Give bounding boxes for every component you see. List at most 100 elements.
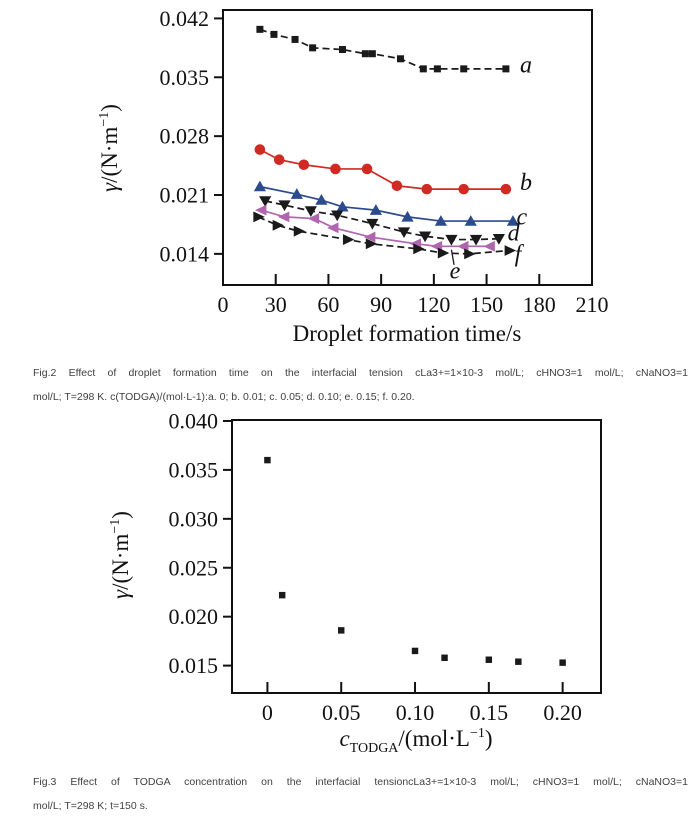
marker-square — [433, 65, 441, 73]
series-label-leader — [450, 249, 455, 265]
x-tick-label: 30 — [265, 292, 287, 317]
marker-triangle-up — [464, 215, 477, 226]
marker-triangle-left — [277, 211, 290, 223]
marker-triangle-left — [457, 240, 469, 252]
marker-triangle-right — [504, 245, 517, 256]
marker-triangle-up — [506, 215, 520, 226]
fig2-caption-line2: mol/L; T=298 K. c(TODGA)/(mol·L-1):a. 0;… — [33, 391, 415, 403]
y-tick-label: 0.015 — [169, 653, 219, 678]
marker-triangle-left — [483, 240, 495, 252]
marker-square — [396, 55, 404, 63]
marker-triangle-left — [327, 222, 339, 234]
marker-triangle-down — [445, 234, 458, 246]
y-tick-label: 0.040 — [169, 408, 219, 433]
marker-circle — [421, 183, 433, 195]
fig2-caption-line1: Fig.2 Effect of droplet formation time o… — [33, 367, 688, 379]
marker-triangle-down — [331, 210, 344, 222]
y-tick-label: 0.035 — [169, 457, 219, 482]
y-axis-label: γ/(N·m−1) — [108, 511, 133, 599]
marker-square — [338, 627, 345, 634]
marker-square — [291, 35, 299, 43]
marker-triangle-down — [259, 196, 272, 207]
plot-box — [231, 419, 602, 694]
marker-circle — [330, 163, 341, 175]
x-tick-label: 0.05 — [322, 700, 361, 725]
series-line — [259, 148, 506, 190]
marker-triangle-right — [272, 219, 285, 231]
marker-triangle-down — [397, 227, 411, 239]
marker-square — [278, 591, 286, 599]
marker-circle — [500, 183, 512, 195]
fig2-caption: Fig.2 Effect of droplet formation time o… — [33, 361, 688, 409]
axes: 0 30 60 90 120 150 180 210 0.014 0.021 0.028 0.035 0… — [97, 6, 609, 346]
marker-square — [338, 46, 346, 54]
marker-square — [559, 659, 566, 666]
y-tick-label: 0.014 — [160, 241, 210, 266]
marker-triangle-left — [255, 204, 267, 216]
x-tick-label: 60 — [317, 292, 339, 317]
y-tick-label: 0.030 — [169, 506, 219, 531]
marker-circle — [361, 163, 373, 175]
series-label-f: f — [515, 242, 525, 268]
marker-square — [264, 456, 271, 464]
marker-triangle-up — [434, 215, 447, 226]
marker-circle — [254, 144, 266, 155]
marker-triangle-up — [315, 194, 328, 205]
marker-triangle-up — [253, 180, 266, 192]
x-tick-label: 0 — [218, 292, 229, 317]
series-gamma-vs-cTODGA — [264, 456, 566, 666]
marker-triangle-right — [413, 243, 425, 255]
y-tick-label: 0.028 — [160, 124, 210, 149]
marker-square — [309, 44, 317, 52]
fig3-caption-line1: Fig.3 Effect of TODGA concentration on t… — [33, 776, 688, 788]
x-tick-label: 0 — [262, 700, 273, 725]
marker-square — [411, 647, 419, 655]
x-tick-label: 210 — [576, 292, 609, 317]
marker-triangle-down — [366, 218, 379, 230]
marker-square — [256, 25, 264, 33]
x-tick-label: 120 — [417, 292, 450, 317]
marker-square — [419, 65, 427, 73]
fig2-chart: 0 30 60 90 120 150 180 210 0.014 0.021 0.028 0.035 0… — [97, 6, 609, 346]
marker-circle — [391, 180, 403, 192]
x-tick-label: 0.15 — [470, 700, 509, 725]
marker-triangle-left — [364, 231, 376, 243]
y-tick-label: 0.035 — [160, 65, 210, 90]
series-label-c: c — [516, 205, 527, 231]
marker-square — [361, 50, 369, 58]
marker-triangle-right — [464, 248, 476, 260]
series-label-a: a — [520, 53, 532, 79]
marker-triangle-up — [369, 204, 382, 215]
y-tick-label: 0.020 — [169, 604, 219, 629]
y-tick-label: 0.042 — [160, 6, 210, 31]
marker-square — [441, 654, 448, 661]
x-axis-label: cTODGA/(mol·L−1) — [339, 726, 492, 756]
y-tick-label: 0.021 — [160, 183, 210, 208]
marker-triangle-down — [304, 206, 317, 217]
marker-circle — [298, 159, 310, 171]
marker-circle — [458, 183, 470, 195]
series-c: c — [253, 180, 527, 231]
marker-triangle-right — [293, 225, 306, 237]
marker-square — [502, 65, 510, 73]
axes: 0 0.05 0.10 0.15 0.20 0.015 0.020 0.025 0.030 0.0… — [108, 408, 602, 756]
x-tick-label: 0.20 — [543, 700, 582, 725]
marker-square — [485, 656, 493, 663]
marker-triangle-up — [336, 200, 349, 212]
marker-circle — [273, 154, 285, 165]
marker-triangle-up — [401, 210, 414, 222]
marker-square — [368, 50, 376, 58]
series-a: a — [256, 25, 532, 79]
marker-triangle-down — [278, 200, 291, 212]
marker-triangle-down — [492, 234, 505, 245]
fig3-caption-line2: mol/L; T=298 K; t=150 s. — [33, 800, 148, 812]
x-tick-label: 150 — [470, 292, 503, 317]
marker-triangle-right — [253, 211, 265, 223]
series-label-b: b — [520, 170, 532, 196]
series-label-d: d — [508, 221, 521, 247]
x-tick-label: 90 — [370, 292, 392, 317]
marker-triangle-left — [307, 213, 320, 224]
marker-square — [270, 30, 278, 38]
marker-triangle-right — [437, 247, 450, 259]
